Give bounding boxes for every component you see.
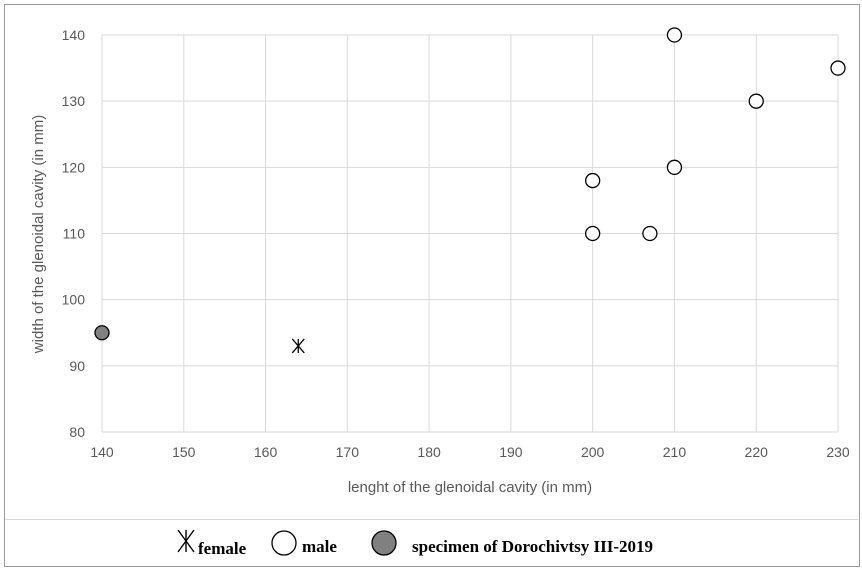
y-tick-labels: 80 90 100 110 120 130 140	[62, 27, 86, 440]
data-points	[94, 27, 846, 354]
x-tick-label: 160	[254, 444, 278, 460]
male-data-point	[666, 27, 683, 43]
x-tick-label: 170	[336, 444, 360, 460]
y-tick-label: 110	[63, 226, 86, 242]
chart-frame	[4, 4, 860, 567]
female-data-point	[291, 338, 305, 354]
x-tick-label: 210	[663, 444, 687, 460]
y-axis-title: width of the glenoidal cavity (in mm)	[30, 115, 47, 354]
y-tick-label: 90	[69, 358, 85, 374]
legend-female-label: female	[198, 539, 247, 558]
grid-lines	[101, 34, 839, 433]
legend: female male specimen of Dorochivtsy III-…	[177, 529, 653, 558]
legend-specimen-label: specimen of Dorochivtsy III-2019	[412, 537, 653, 556]
legend-separator	[5, 519, 858, 520]
x-tick-label: 200	[581, 444, 605, 460]
y-tick-label: 100	[62, 292, 86, 308]
x-tick-label: 230	[826, 444, 850, 460]
male-data-point	[585, 225, 601, 242]
y-tick-label: 80	[69, 424, 85, 440]
x-axis-title: lenght of the glenoidal cavity (in mm)	[348, 479, 592, 496]
x-tick-label: 220	[745, 444, 769, 460]
legend-female-icon	[177, 529, 195, 553]
x-tick-label: 140	[90, 444, 114, 460]
y-tick-label: 130	[62, 93, 86, 109]
x-tick-label: 190	[499, 444, 523, 460]
male-data-point	[748, 93, 764, 109]
legend-specimen-icon	[371, 530, 397, 556]
x-tick-label: 150	[172, 444, 196, 460]
legend-male-icon	[271, 530, 297, 556]
y-tick-label: 120	[62, 159, 86, 175]
male-data-point	[585, 172, 601, 189]
male-data-point	[666, 159, 683, 175]
y-tick-label: 140	[62, 27, 86, 43]
male-data-point	[830, 60, 846, 76]
x-tick-labels: 140 150 160 170 180 190 200 210 220 230	[90, 444, 850, 460]
legend-male-label: male	[302, 537, 337, 556]
male-data-point	[642, 225, 658, 242]
x-tick-label: 180	[417, 444, 441, 460]
specimen-data-point	[94, 325, 110, 341]
